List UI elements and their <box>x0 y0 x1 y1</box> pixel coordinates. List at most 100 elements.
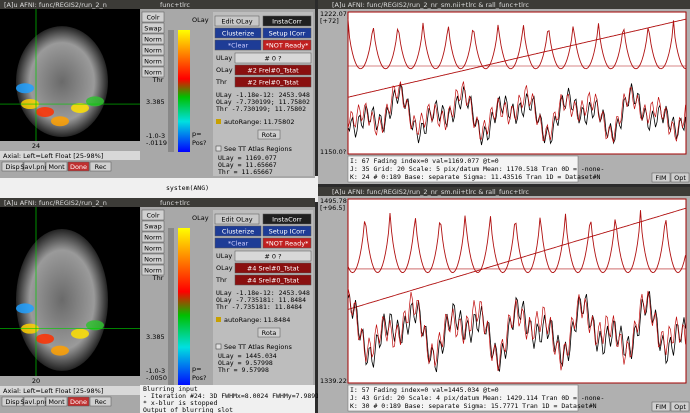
image-button-bg[interactable] <box>1 396 24 407</box>
info-line: J: 43 Grid: 20 Scale: 4 pix/datum Mean: … <box>350 394 604 402</box>
graph-offset: [+72] <box>320 17 339 25</box>
setup-icorr-button: Setup ICorr <box>269 228 306 236</box>
side-button-bg[interactable] <box>141 22 165 34</box>
image-button-bg[interactable] <box>45 161 68 172</box>
clear-button-bg[interactable] <box>214 39 262 51</box>
threshold-value: 3.385 <box>146 98 165 106</box>
image-button-bg[interactable] <box>89 396 112 407</box>
autorange-check[interactable] <box>216 119 221 124</box>
graph-button-bg[interactable] <box>651 401 671 412</box>
not-ready-button-bg[interactable] <box>262 237 312 249</box>
side-button-bg[interactable] <box>141 209 165 221</box>
model-trace <box>347 210 686 274</box>
window-title-extra: func+tlrc <box>160 1 190 9</box>
instacorr-button-bg[interactable] <box>262 213 312 225</box>
fit-trace <box>347 287 686 371</box>
edit-olay-button: Edit OLay <box>221 18 252 26</box>
info-box <box>347 155 579 183</box>
clear-button-bg[interactable] <box>214 237 262 249</box>
side-button-bg[interactable] <box>141 253 165 265</box>
side-button: Norm <box>144 69 162 77</box>
row-label: OLay <box>216 264 233 272</box>
side-button: Norm <box>144 47 162 55</box>
dataset-selector-bg[interactable] <box>234 64 312 76</box>
side-button-bg[interactable] <box>141 11 165 23</box>
rota-button-bg[interactable] <box>257 129 281 140</box>
setup-icorr-button-bg[interactable] <box>262 225 312 237</box>
instacorr-button-bg[interactable] <box>262 15 312 27</box>
autorange-check[interactable] <box>216 317 221 322</box>
activation <box>51 116 69 127</box>
clusterize-button-bg[interactable] <box>214 27 262 39</box>
side-button-bg[interactable] <box>141 44 165 56</box>
not-ready-button-bg[interactable] <box>262 39 312 51</box>
side-button-bg[interactable] <box>141 242 165 254</box>
image-button-bg[interactable] <box>89 161 112 172</box>
clusterize-button-bg[interactable] <box>214 225 262 237</box>
side-button: Norm <box>144 256 162 264</box>
colorbar <box>178 30 190 152</box>
image-button-bg[interactable] <box>45 396 68 407</box>
side-button-bg[interactable] <box>141 220 165 232</box>
activation <box>51 345 69 356</box>
model-trace <box>347 19 686 70</box>
graph-button-bg[interactable] <box>670 172 690 183</box>
image-button-bg[interactable] <box>23 161 46 172</box>
clusterize-button: Clusterize <box>222 228 254 236</box>
dataset-selector-bg[interactable] <box>234 274 312 286</box>
graph-button: Opt <box>674 174 686 182</box>
image-button-bg[interactable] <box>67 161 90 172</box>
dataset-selector-bg[interactable] <box>234 262 312 274</box>
side-button-bg[interactable] <box>141 66 165 78</box>
rota-button-bg[interactable] <box>257 327 281 338</box>
dataset-selector-bg[interactable] <box>234 76 312 88</box>
fit-trace <box>347 81 686 143</box>
graph-top-value: 1495.78 <box>320 197 347 205</box>
status-bar <box>0 151 140 160</box>
value-text: OLay = 9.57998 <box>218 359 273 367</box>
image-button-bg[interactable] <box>67 396 90 407</box>
pos-label: Pos? <box>192 139 207 147</box>
side-button-bg[interactable] <box>141 231 165 243</box>
p-label: p= <box>192 130 202 138</box>
activation <box>86 320 104 331</box>
graph-button-bg[interactable] <box>670 401 690 412</box>
trend-line <box>347 207 686 310</box>
dataset-selector-bg[interactable] <box>234 52 312 64</box>
side-button-bg[interactable] <box>141 55 165 67</box>
edit-olay-button-bg[interactable] <box>214 15 260 27</box>
graph-button-bg[interactable] <box>651 172 671 183</box>
graph-bottom-value: 1150.0? <box>320 148 346 156</box>
clusterize-button: Clusterize <box>222 30 254 38</box>
title-bar <box>318 0 690 9</box>
edit-olay-button: Edit OLay <box>221 216 252 224</box>
image-button-bg[interactable] <box>23 396 46 407</box>
side-button-bg[interactable] <box>141 264 165 276</box>
threshold-slider <box>168 30 174 152</box>
terminal-line: Output of blurring slot <box>143 406 233 413</box>
thr-label: Thr <box>152 76 164 84</box>
status-bar <box>0 386 140 395</box>
side-button-bg[interactable] <box>141 33 165 45</box>
range-text: ULay -1.18e-12: 2453.948 <box>216 91 310 99</box>
activation <box>16 83 34 94</box>
setup-icorr-button-bg[interactable] <box>262 27 312 39</box>
window-title: [A]u AFNI: func/REGIS2/run_2_nr_sm.nii+t… <box>332 188 529 196</box>
image-button: Rec <box>95 398 107 406</box>
info-line: J: 35 Grid: 20 Scale: 5 pix/datum Mean: … <box>350 165 604 173</box>
value-text: OLay = 11.65667 <box>218 161 277 169</box>
range-text: OLay -7.735181: 11.8484 <box>216 296 306 304</box>
range-text: ULay -1.18e-12: 2453.948 <box>216 289 310 297</box>
dataset-selector: #2 Frel#0_Tstat <box>247 79 299 87</box>
row-label: Thr <box>215 276 227 284</box>
atlas-check[interactable] <box>215 343 222 350</box>
threshold-value: 3.385 <box>146 333 165 341</box>
atlas-check[interactable] <box>215 145 222 152</box>
instacorr-button: InstaCorr <box>272 216 302 224</box>
dataset-selector-bg[interactable] <box>234 250 312 262</box>
axial-label: Axial: Left=Left Float [25-98%] <box>3 152 103 160</box>
graph-button: Opt <box>674 403 686 411</box>
edit-olay-button-bg[interactable] <box>214 213 260 225</box>
image-button: Savl.png <box>20 163 48 171</box>
image-button-bg[interactable] <box>1 161 24 172</box>
